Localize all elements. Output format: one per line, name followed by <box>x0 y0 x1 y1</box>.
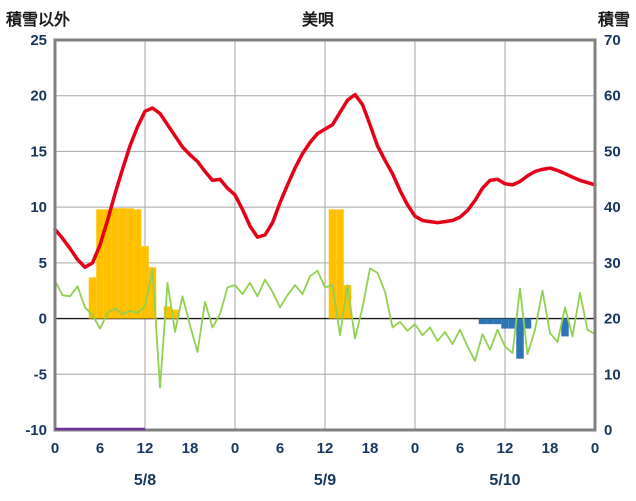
x-axis-hour-label: 18 <box>542 440 559 457</box>
y-axis-right-label: 70 <box>604 32 621 49</box>
red-line <box>53 92 597 270</box>
x-axis-hour-label: 12 <box>137 440 154 457</box>
orange-bars-bar <box>126 208 134 319</box>
x-axis-hour-label: 18 <box>182 440 199 457</box>
x-axis-hour-label: 0 <box>231 440 239 457</box>
orange-bars-bar <box>96 209 104 319</box>
plot-frame <box>53 38 597 432</box>
y-axis-right-label: 50 <box>604 143 621 160</box>
x-axis-day-label: 5/8 <box>134 472 156 489</box>
blue-bars-bar <box>493 318 502 325</box>
orange-bars-bar <box>343 285 352 319</box>
orange-bars-bar <box>103 209 112 319</box>
orange-bars-bar <box>148 267 157 319</box>
y-axis-right-label: 30 <box>604 255 621 272</box>
y-axis-left-label: 0 <box>39 311 47 328</box>
orange-bars-bar <box>118 208 127 319</box>
green-line <box>54 267 596 389</box>
blue-bars-bar <box>478 318 487 325</box>
x-axis-hour-label: 6 <box>276 440 284 457</box>
left-axis-title: 積雪以外 <box>6 12 71 29</box>
orange-bars-bar <box>88 277 97 319</box>
x-axis-hour-label: 6 <box>96 440 104 457</box>
x-axis-hour-label: 0 <box>411 440 419 457</box>
x-axis-day-label: 5/10 <box>489 472 520 489</box>
x-axis-hour-label: 0 <box>591 440 599 457</box>
orange-bars-bar <box>163 306 172 319</box>
blue-bars-bar <box>508 318 517 329</box>
x-axis-hour-label: 12 <box>497 440 514 457</box>
y-axis-left-label: 10 <box>30 199 47 216</box>
right-axis-title: 積雪 <box>597 12 630 29</box>
orange-bars-bar <box>171 309 179 319</box>
x-axis-hour-label: 18 <box>362 440 379 457</box>
y-axis-right-label: 10 <box>604 366 621 383</box>
y-axis-left-label: 20 <box>30 88 47 105</box>
orange-bars-bar <box>133 209 142 319</box>
y-axis-right-label: 40 <box>604 199 621 216</box>
y-axis-left-label: 15 <box>30 143 47 160</box>
y-axis-left-label: -5 <box>34 366 47 383</box>
y-axis-left-label: 25 <box>30 32 47 49</box>
y-axis-right-label: 0 <box>604 422 612 439</box>
x-axis-hour-label: 0 <box>51 440 59 457</box>
y-axis-right-label: 20 <box>604 311 621 328</box>
orange-bars-bar <box>141 246 149 319</box>
x-axis-hour-label: 6 <box>456 440 464 457</box>
y-axis-left-label: -10 <box>25 422 47 439</box>
x-axis-day-label: 5/9 <box>314 472 336 489</box>
blue-bars-bar <box>523 318 532 329</box>
blue-bars-bar <box>516 318 524 359</box>
blue-bars-bar <box>501 318 509 329</box>
chart-title: 美唄 <box>301 12 334 29</box>
y-axis-right-label: 60 <box>604 88 621 105</box>
orange-bars-bar <box>336 209 344 319</box>
blue-bars-bar <box>486 318 494 325</box>
orange-bars-bar <box>111 208 119 319</box>
y-axis-left-label: 5 <box>39 255 47 272</box>
orange-bars-bar <box>328 209 337 319</box>
blue-bars-bar <box>561 318 569 337</box>
x-axis-hour-label: 12 <box>317 440 334 457</box>
